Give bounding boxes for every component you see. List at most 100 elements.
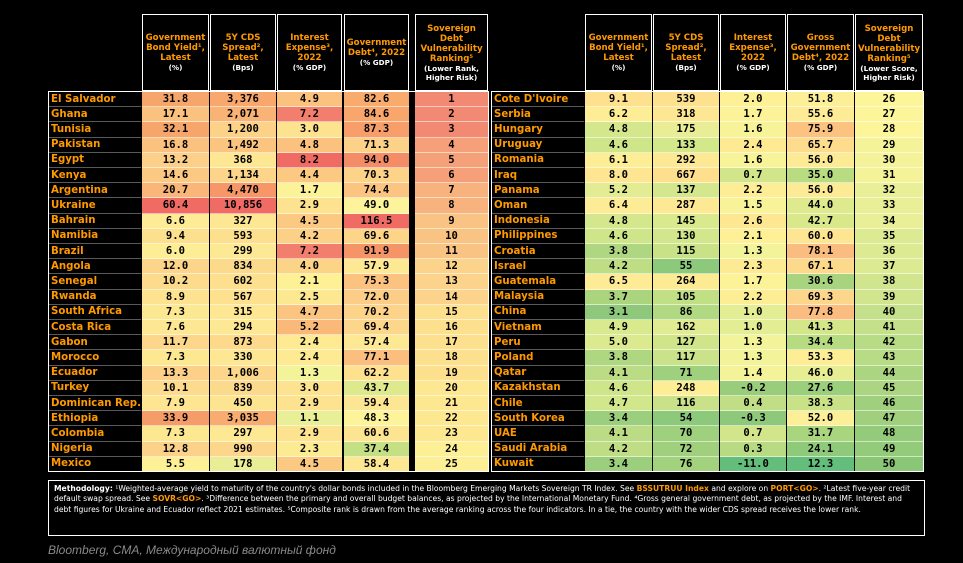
country-name: Romania: [491, 152, 584, 168]
methodology-code-link[interactable]: SOVR<GO>: [152, 494, 202, 504]
methodology-code-link[interactable]: PORT<GO>: [770, 484, 819, 493]
header-label: Government Bond Yield¹, Latest: [588, 33, 649, 63]
header-label: Government Bond Yield¹, Latest: [145, 33, 206, 63]
debt-cell: 53.3: [787, 350, 854, 366]
cds-spread-cell: 127: [653, 335, 719, 351]
country-name: Peru: [491, 335, 584, 351]
ranking-cell: 27: [855, 107, 923, 123]
bond-yield-cell: 4.2: [585, 441, 652, 457]
bond-yield-cell: 31.8: [142, 92, 209, 108]
left-header-yield: Government Bond Yield¹, Latest (%): [142, 14, 209, 91]
right-header-cds: 5Y CDS Spread², Latest (Bps): [653, 14, 719, 91]
bond-yield-cell: 7.3: [142, 426, 209, 442]
country-name: Pakistan: [48, 137, 141, 153]
bond-yield-cell: 6.6: [142, 213, 209, 229]
methodology-text: . ³Difference between the primary and ov…: [54, 494, 902, 514]
table-row: Tunisia 32.1 1,200 3.0 87.3 3: [48, 122, 488, 138]
table-row: Saudi Arabia 4.2 72 0.3 24.1 49: [491, 441, 923, 457]
interest-expense-cell: 0.3: [720, 441, 786, 457]
bond-yield-cell: 4.7: [585, 396, 652, 412]
ranking-cell: 14: [415, 289, 488, 305]
ranking-cell: 5: [415, 152, 488, 168]
country-name: Ghana: [48, 107, 141, 123]
debt-cell: 60.0: [787, 228, 854, 244]
interest-expense-cell: 2.9: [277, 426, 342, 442]
bond-yield-cell: 11.7: [142, 335, 209, 351]
ranking-cell: 21: [415, 396, 488, 412]
debt-cell: 46.0: [787, 365, 854, 381]
cds-spread-cell: 1,200: [210, 122, 276, 138]
table-row: Angola 12.0 834 4.0 57.9 12: [48, 259, 488, 275]
debt-cell: 44.0: [787, 198, 854, 214]
interest-expense-cell: 7.2: [277, 244, 342, 260]
debt-cell: 52.0: [787, 411, 854, 427]
country-name: UAE: [491, 426, 584, 442]
ranking-cell: 36: [855, 244, 923, 260]
ranking-cell: 16: [415, 320, 488, 336]
ranking-cell: 43: [855, 350, 923, 366]
bond-yield-cell: 4.2: [585, 259, 652, 275]
table-row: China 3.1 86 1.0 77.8 40: [491, 304, 923, 320]
interest-expense-cell: 5.2: [277, 320, 342, 336]
bond-yield-cell: 7.9: [142, 396, 209, 412]
interest-expense-cell: 4.9: [277, 92, 342, 108]
bond-yield-cell: 4.8: [585, 213, 652, 229]
header-unit: (Bps): [675, 63, 697, 72]
bond-yield-cell: 4.9: [585, 320, 652, 336]
ranking-cell: 4: [415, 137, 488, 153]
cds-spread-cell: 86: [653, 304, 719, 320]
country-name: Iraq: [491, 168, 584, 184]
cds-spread-cell: 315: [210, 304, 276, 320]
debt-cell: 78.1: [787, 244, 854, 260]
interest-expense-cell: 1.0: [720, 320, 786, 336]
table-row: Brazil 6.0 299 7.2 91.9 11: [48, 244, 488, 260]
table-row: Vietnam 4.9 162 1.0 41.3 41: [491, 320, 923, 336]
table-row: South Africa 7.3 315 4.7 70.2 15: [48, 304, 488, 320]
debt-cell: 30.6: [787, 274, 854, 290]
methodology-code-link[interactable]: BSSUTRUU Index: [636, 484, 709, 493]
cds-spread-cell: 318: [653, 107, 719, 123]
ranking-cell: 23: [415, 426, 488, 442]
debt-cell: 70.3: [344, 168, 409, 184]
ranking-cell: 25: [415, 456, 488, 472]
header-label: Government Debt⁴, 2022: [346, 38, 407, 58]
header-unit: (Lower Score, Higher Risk): [860, 63, 918, 82]
cds-spread-cell: 70: [653, 426, 719, 442]
table-row: Ukraine 60.4 10,856 2.9 49.0 8: [48, 198, 488, 214]
cds-spread-cell: 137: [653, 183, 719, 199]
bond-yield-cell: 12.8: [142, 441, 209, 457]
methodology-label: Methodology:: [54, 484, 113, 493]
bond-yield-cell: 5.5: [142, 456, 209, 472]
country-name: South Africa: [48, 304, 141, 320]
ranking-cell: 47: [855, 411, 923, 427]
bond-yield-cell: 12.0: [142, 259, 209, 275]
interest-expense-cell: 1.4: [720, 365, 786, 381]
interest-expense-cell: -0.3: [720, 411, 786, 427]
country-name: Turkey: [48, 380, 141, 396]
bond-yield-cell: 3.4: [585, 456, 652, 472]
bond-yield-cell: 3.4: [585, 411, 652, 427]
cds-spread-cell: 105: [653, 289, 719, 305]
ranking-cell: 37: [855, 259, 923, 275]
cds-spread-cell: 450: [210, 396, 276, 412]
ranking-cell: 10: [415, 228, 488, 244]
ranking-cell: 44: [855, 365, 923, 381]
bond-yield-cell: 7.6: [142, 320, 209, 336]
ranking-cell: 34: [855, 213, 923, 229]
country-name: Oman: [491, 198, 584, 214]
cds-spread-cell: 4,470: [210, 183, 276, 199]
table-row: Ecuador 13.3 1,006 1.3 62.2 19: [48, 365, 488, 381]
country-name: Philippines: [491, 228, 584, 244]
country-name: Croatia: [491, 244, 584, 260]
country-name: China: [491, 304, 584, 320]
debt-cell: 75.3: [344, 274, 409, 290]
debt-cell: 84.6: [344, 107, 409, 123]
bond-yield-cell: 33.9: [142, 411, 209, 427]
cds-spread-cell: 294: [210, 320, 276, 336]
ranking-cell: 3: [415, 122, 488, 138]
bond-yield-cell: 4.1: [585, 365, 652, 381]
bond-yield-cell: 6.4: [585, 198, 652, 214]
debt-cell: 77.8: [787, 304, 854, 320]
country-name: Bahrain: [48, 213, 141, 229]
left-header-cds: 5Y CDS Spread², Latest (Bps): [210, 14, 276, 91]
